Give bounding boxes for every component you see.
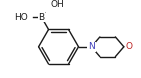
Text: B: B [38,13,45,22]
Text: O: O [126,42,133,51]
Text: OH: OH [50,0,64,9]
Text: N: N [88,42,95,51]
Text: HO: HO [14,13,27,22]
